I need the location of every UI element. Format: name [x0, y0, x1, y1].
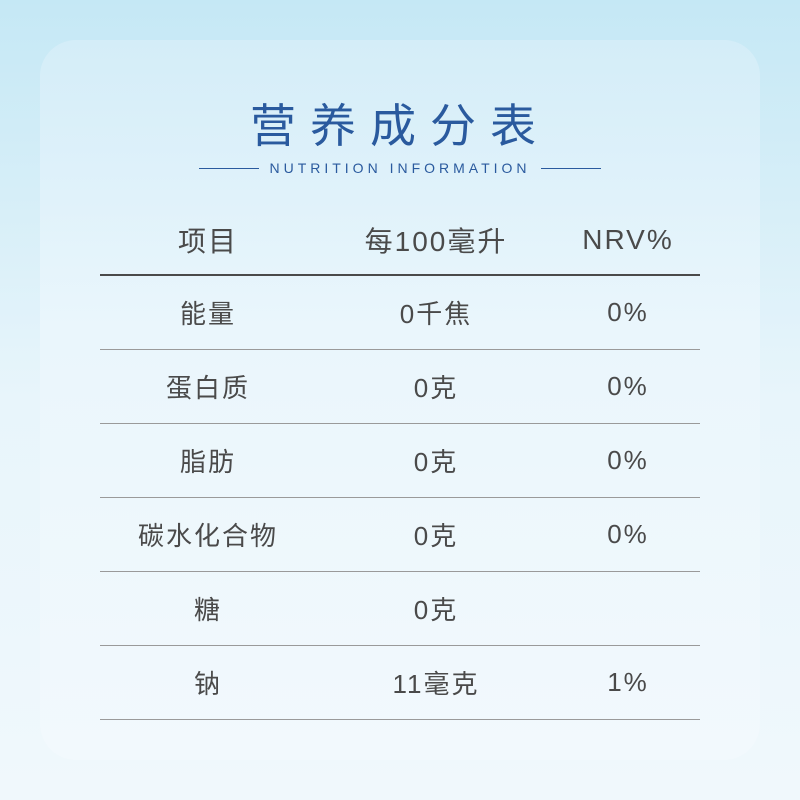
- cell-nrv: 1%: [556, 646, 700, 720]
- cell-per100ml: 0克: [316, 498, 556, 572]
- cell-per100ml: 0克: [316, 572, 556, 646]
- title-sub-wrap: NUTRITION INFORMATION: [199, 160, 600, 176]
- cell-item: 糖: [100, 572, 316, 646]
- table-row: 钠 11毫克 1%: [100, 646, 700, 720]
- table-row: 碳水化合物 0克 0%: [100, 498, 700, 572]
- table-row: 糖 0克: [100, 572, 700, 646]
- cell-per100ml: 0千焦: [316, 275, 556, 350]
- nutrition-card: 营养成分表 NUTRITION INFORMATION 项目 每100毫升 NR…: [40, 40, 760, 760]
- cell-item: 脂肪: [100, 424, 316, 498]
- title-sub: NUTRITION INFORMATION: [269, 160, 530, 176]
- cell-nrv: 0%: [556, 498, 700, 572]
- cell-per100ml: 0克: [316, 424, 556, 498]
- title-sub-line-right: [541, 168, 601, 169]
- nutrition-table: 项目 每100毫升 NRV% 能量 0千焦 0% 蛋白质 0克 0% 脂肪 0克…: [100, 204, 700, 720]
- table-header-row: 项目 每100毫升 NRV%: [100, 204, 700, 275]
- cell-item: 碳水化合物: [100, 498, 316, 572]
- cell-per100ml: 11毫克: [316, 646, 556, 720]
- cell-item: 钠: [100, 646, 316, 720]
- cell-nrv: 0%: [556, 424, 700, 498]
- cell-nrv: [556, 572, 700, 646]
- col-header-nrv: NRV%: [556, 204, 700, 275]
- col-header-item: 项目: [100, 204, 316, 275]
- table-row: 脂肪 0克 0%: [100, 424, 700, 498]
- cell-per100ml: 0克: [316, 350, 556, 424]
- title-block: 营养成分表 NUTRITION INFORMATION: [199, 90, 600, 176]
- cell-nrv: 0%: [556, 275, 700, 350]
- cell-nrv: 0%: [556, 350, 700, 424]
- title-sub-line-left: [199, 168, 259, 169]
- col-header-per100ml: 每100毫升: [316, 204, 556, 275]
- table-row: 蛋白质 0克 0%: [100, 350, 700, 424]
- cell-item: 蛋白质: [100, 350, 316, 424]
- cell-item: 能量: [100, 275, 316, 350]
- table-row: 能量 0千焦 0%: [100, 275, 700, 350]
- title-main: 营养成分表: [199, 90, 600, 156]
